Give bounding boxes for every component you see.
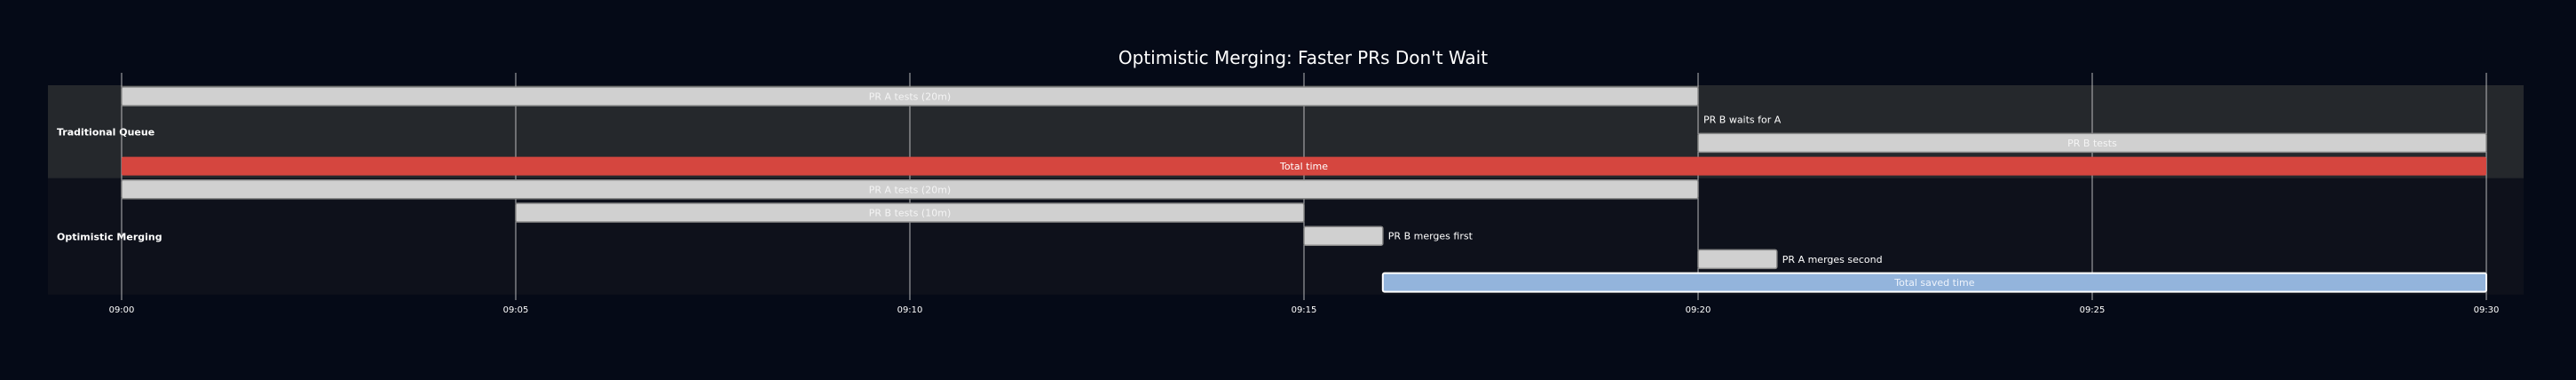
x-tick-label: 09:05 — [503, 305, 529, 315]
task-bar — [1697, 132, 2487, 154]
task-bar — [1381, 272, 2487, 293]
task-bar — [121, 86, 1699, 107]
task-label: PR B merges first — [1388, 231, 1474, 242]
x-tick-label: 09:30 — [2474, 305, 2500, 315]
task-label: PR B tests (10m) — [869, 208, 951, 219]
task-label: PR B tests — [2067, 138, 2117, 149]
x-tick-label: 09:10 — [897, 305, 923, 315]
task-label: PR A tests (20m) — [869, 184, 951, 195]
x-tick-label: 09:20 — [1686, 305, 1711, 315]
task-label: PR A merges second — [1782, 254, 1883, 265]
x-tick-label: 09:00 — [109, 305, 135, 315]
task-label: Total saved time — [1893, 277, 1974, 289]
task-bar — [122, 156, 2486, 176]
task-bar — [515, 202, 1305, 223]
task-label: Total time — [1279, 161, 1328, 172]
task-label: PR B waits for A — [1703, 115, 1782, 126]
section-label: Optimistic Merging — [57, 231, 162, 242]
x-tick-label: 09:15 — [1292, 305, 1317, 315]
task-bar — [1697, 249, 1778, 270]
chart-title: Optimistic Merging: Faster PRs Don't Wai… — [1118, 47, 1488, 68]
x-tick-label: 09:25 — [2080, 305, 2106, 315]
task-bar — [121, 179, 1699, 200]
task-bar — [1303, 226, 1384, 246]
section-label: Traditional Queue — [57, 126, 154, 138]
task-label: PR A tests (20m) — [869, 91, 951, 103]
